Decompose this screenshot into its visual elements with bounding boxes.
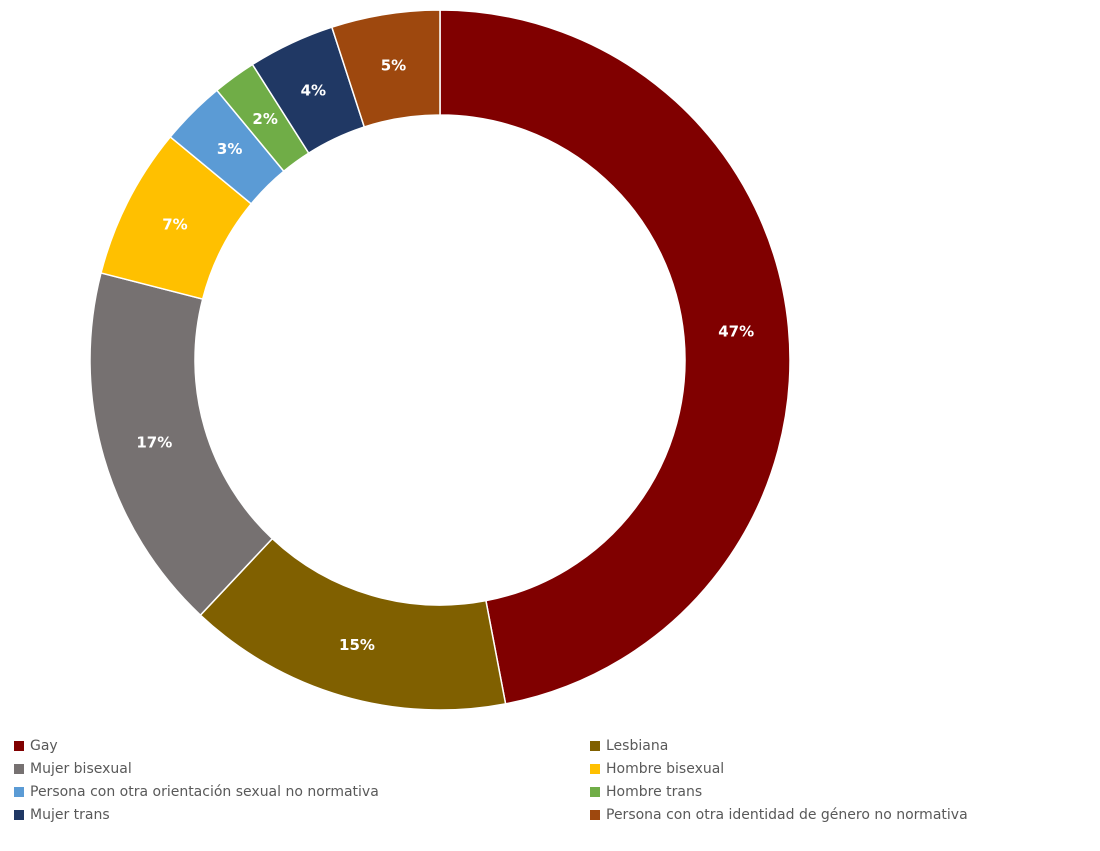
chart-legend: Gay Lesbiana Mujer bisexual Hombre bisexual… bbox=[0, 732, 1100, 847]
legend-swatch bbox=[590, 764, 600, 774]
legend-label: Persona con otra identidad de género no … bbox=[606, 807, 968, 823]
legend-label: Mujer bisexual bbox=[30, 761, 132, 777]
legend-item-persona-con-otra-orientacion-sexual-no-normativa: Persona con otra orientación sexual no n… bbox=[14, 781, 379, 803]
legend-label: Lesbiana bbox=[606, 738, 669, 754]
slice-label-hombre-bisexual: 7% bbox=[162, 215, 187, 233]
legend-swatch bbox=[590, 787, 600, 797]
slice-label-hombre-trans: 2% bbox=[252, 110, 277, 128]
donut-slices bbox=[89, 9, 791, 711]
legend-item-hombre-trans: Hombre trans bbox=[590, 781, 702, 803]
legend-swatch bbox=[590, 741, 600, 751]
slice-label-mujer-trans: 4% bbox=[301, 81, 326, 99]
donut-chart: 47% 15% 17% 7% 3% 2% 4% 5% bbox=[89, 9, 791, 711]
slice-label-mujer-bisexual: 17% bbox=[136, 433, 172, 451]
slice-label-persona-con-otra-identidad-de-genero-no-normativa: 5% bbox=[381, 57, 406, 75]
legend-label: Persona con otra orientación sexual no n… bbox=[30, 784, 379, 800]
slice-persona-con-otra-identidad-de-genero-no-normativa bbox=[330, 9, 441, 128]
donut-labels: 47% 15% 17% 7% 3% 2% 4% 5% bbox=[136, 57, 754, 655]
legend-item-persona-con-otra-identidad-de-genero-no-normativa: Persona con otra identidad de género no … bbox=[590, 804, 968, 826]
legend-label: Mujer trans bbox=[30, 807, 110, 823]
slice-mujer-bisexual bbox=[89, 272, 274, 617]
legend-item-mujer-bisexual: Mujer bisexual bbox=[14, 758, 132, 780]
legend-swatch bbox=[14, 764, 24, 774]
legend-label: Gay bbox=[30, 738, 58, 754]
legend-swatch bbox=[14, 787, 24, 797]
slice-label-persona-con-otra-orientacion-sexual-no-normativa: 3% bbox=[217, 140, 242, 158]
legend-swatch bbox=[590, 810, 600, 820]
legend-swatch bbox=[14, 741, 24, 751]
legend-item-mujer-trans: Mujer trans bbox=[14, 804, 110, 826]
legend-item-gay: Gay bbox=[14, 735, 58, 757]
slice-label-lesbiana: 15% bbox=[339, 636, 375, 654]
slice-gay bbox=[439, 9, 791, 705]
legend-item-lesbiana: Lesbiana bbox=[590, 735, 668, 757]
legend-label: Hombre trans bbox=[606, 784, 703, 800]
slice-label-gay: 47% bbox=[718, 323, 754, 341]
legend-swatch bbox=[14, 810, 24, 820]
legend-label: Hombre bisexual bbox=[606, 761, 725, 777]
legend-item-hombre-bisexual: Hombre bisexual bbox=[590, 758, 724, 780]
